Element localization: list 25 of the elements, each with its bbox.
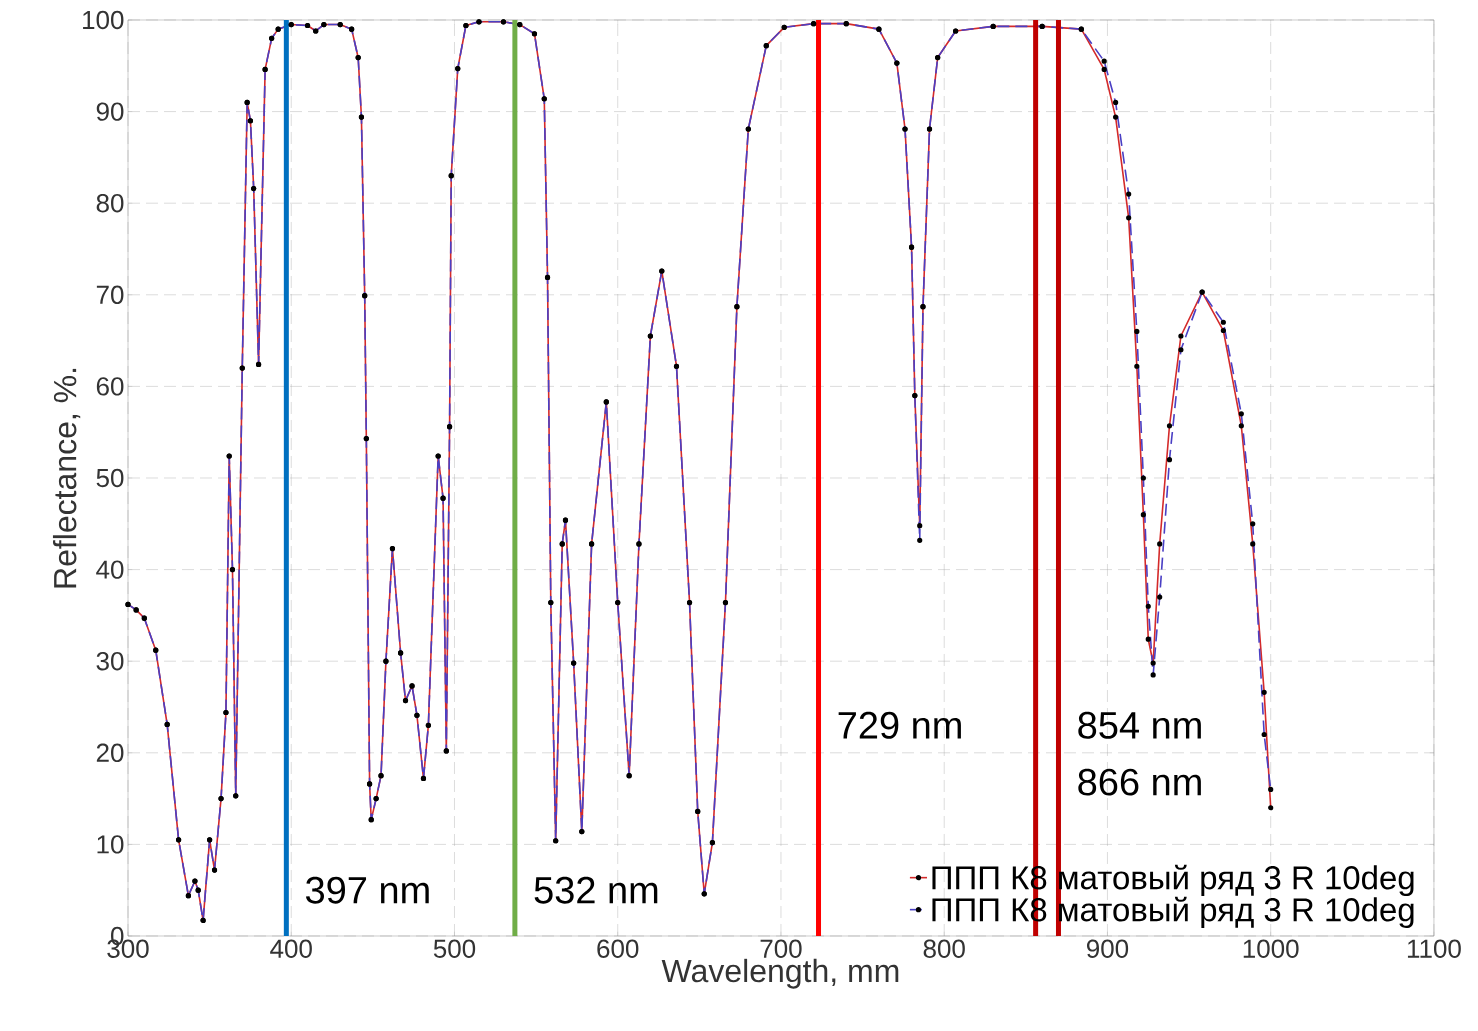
y-tick-label: 30 [96, 651, 124, 671]
y-tick-label: 80 [96, 193, 124, 213]
x-tick-label: 500 [433, 939, 476, 958]
y-tick-label: 60 [96, 377, 124, 396]
x-tick-label: 800 [923, 939, 965, 958]
x-tick-label: 700 [760, 939, 802, 958]
y-tick-label: 100 [83, 10, 124, 30]
x-tick-label: 1100 [1407, 939, 1461, 958]
y-tick-label: 70 [96, 285, 124, 304]
ref-line-label: 397 nm [305, 876, 429, 904]
ref-line-label: 854 nm [1078, 711, 1201, 739]
y-tick-label: 40 [96, 560, 124, 579]
x-tick-label: 1000 [1243, 939, 1299, 958]
ref-line-label: 532 nm [534, 876, 658, 904]
ref-line-label: 866 nm [1078, 768, 1201, 796]
y-tick-label: 10 [97, 835, 124, 854]
x-tick-label: 600 [597, 939, 639, 958]
x-axis-title: Wavelength, mm [661, 958, 899, 989]
y-tick-label: 90 [96, 102, 124, 121]
y-tick-label: 20 [96, 743, 124, 762]
x-tick-label: 900 [1086, 939, 1129, 958]
x-tick-label: 400 [270, 939, 312, 958]
ref-line-label: 729 nm [838, 711, 961, 739]
y-axis-title: Reflectance, %. [52, 368, 81, 588]
y-tick-label: 50 [96, 468, 124, 488]
